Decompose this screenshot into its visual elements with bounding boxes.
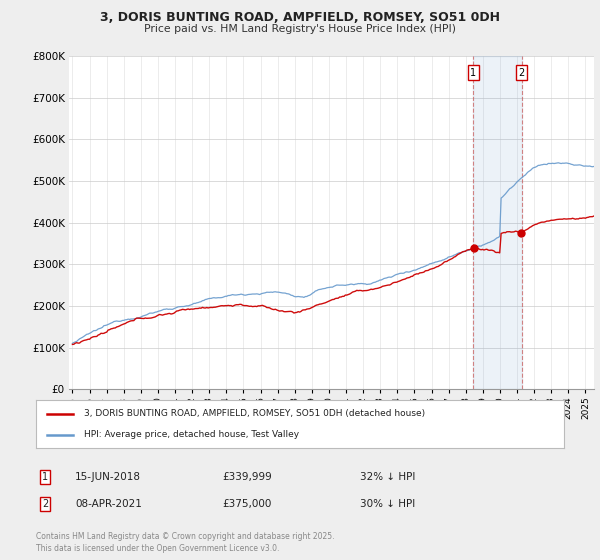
Text: Price paid vs. HM Land Registry's House Price Index (HPI): Price paid vs. HM Land Registry's House … xyxy=(144,24,456,34)
Text: Contains HM Land Registry data © Crown copyright and database right 2025.
This d: Contains HM Land Registry data © Crown c… xyxy=(36,532,335,553)
Text: 15-JUN-2018: 15-JUN-2018 xyxy=(75,472,141,482)
Text: 3, DORIS BUNTING ROAD, AMPFIELD, ROMSEY, SO51 0DH: 3, DORIS BUNTING ROAD, AMPFIELD, ROMSEY,… xyxy=(100,11,500,24)
Text: 32% ↓ HPI: 32% ↓ HPI xyxy=(360,472,415,482)
Text: 1: 1 xyxy=(470,68,476,78)
Text: £339,999: £339,999 xyxy=(222,472,272,482)
Text: HPI: Average price, detached house, Test Valley: HPI: Average price, detached house, Test… xyxy=(83,430,299,439)
Bar xyxy=(473,56,521,389)
Text: 30% ↓ HPI: 30% ↓ HPI xyxy=(360,499,415,509)
Text: 2: 2 xyxy=(42,499,48,509)
Text: 1: 1 xyxy=(42,472,48,482)
Text: 3, DORIS BUNTING ROAD, AMPFIELD, ROMSEY, SO51 0DH (detached house): 3, DORIS BUNTING ROAD, AMPFIELD, ROMSEY,… xyxy=(83,409,425,418)
Text: 2: 2 xyxy=(518,68,525,78)
Text: 08-APR-2021: 08-APR-2021 xyxy=(75,499,142,509)
Text: £375,000: £375,000 xyxy=(222,499,271,509)
